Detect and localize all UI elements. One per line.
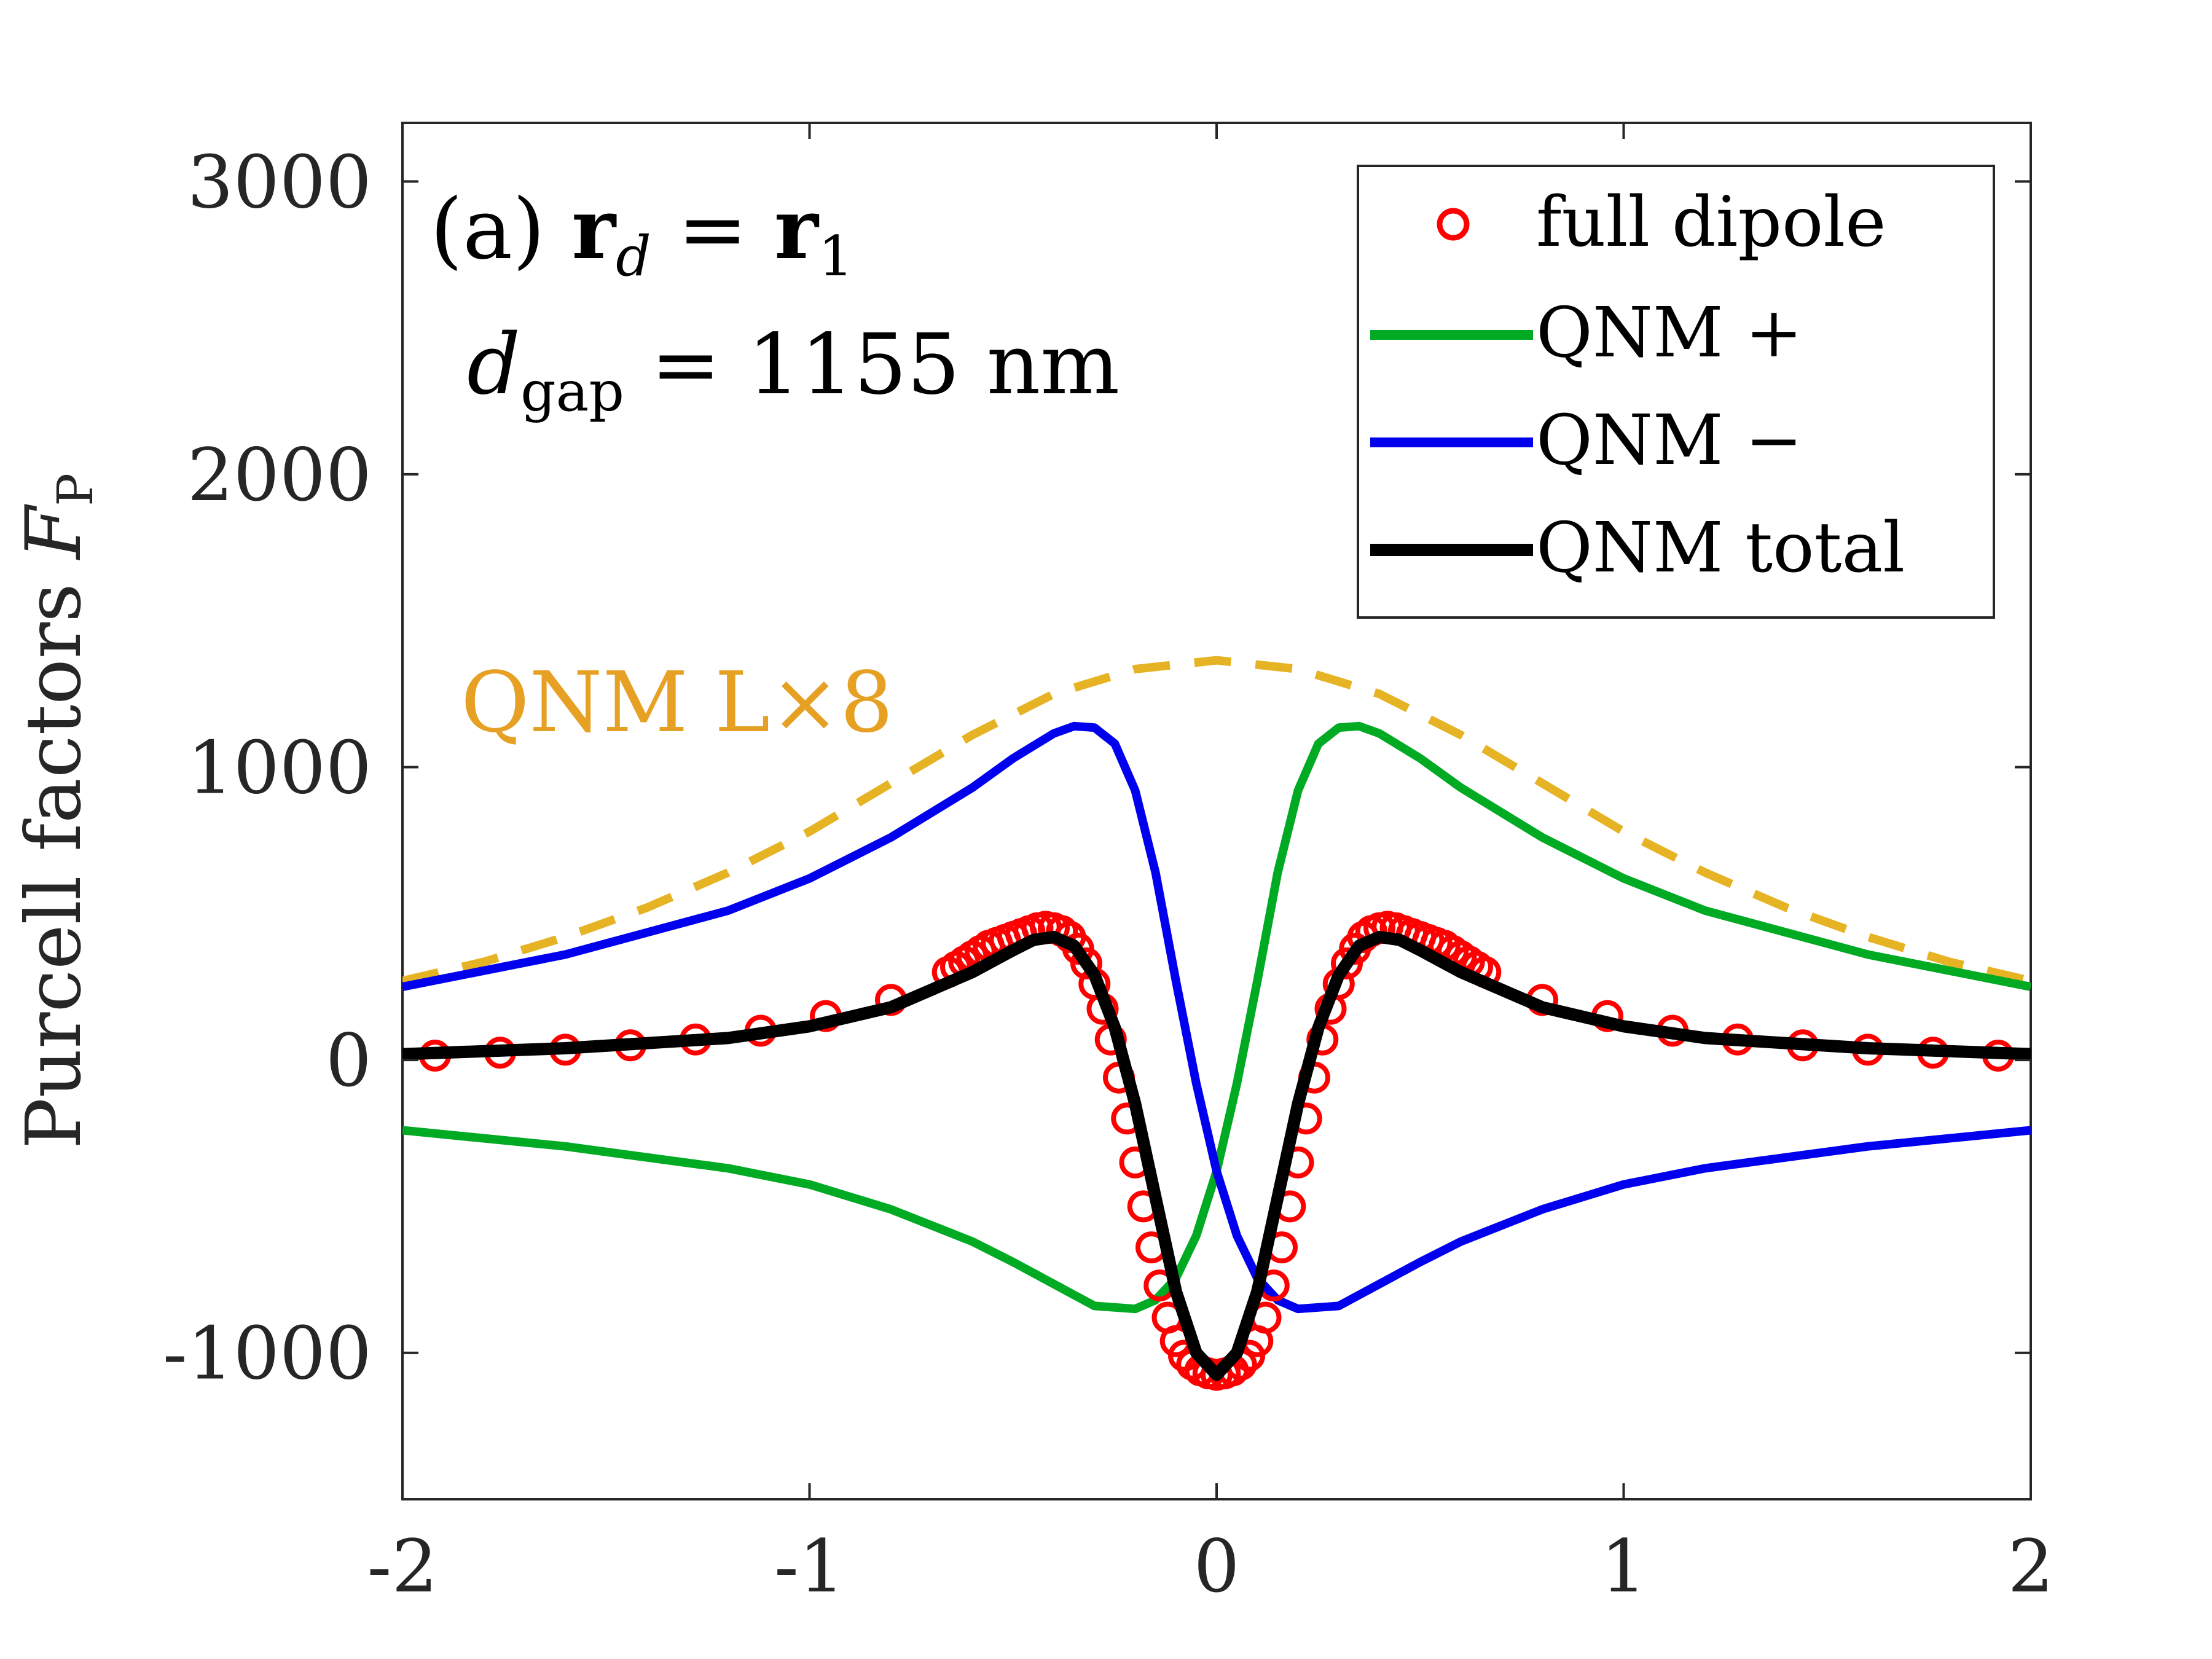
gap-annotation: dgap = 1155 nm <box>467 316 1120 424</box>
series-line-qnm-minus <box>402 721 2031 1314</box>
panel-label: (a) rd = r1 <box>430 180 853 289</box>
y-tick-label: 1000 <box>187 726 372 810</box>
y-tick-label: -1000 <box>163 1311 372 1396</box>
legend: full dipole QNM + QNM − QNM total <box>1357 165 1995 619</box>
series-line-qnm-lx8 <box>402 656 2031 986</box>
series-line-qnm-plus <box>402 721 2031 1314</box>
legend-label-full-dipole: full dipole <box>1536 182 1886 262</box>
legend-label-qnm-plus: QNM + <box>1536 293 1803 373</box>
y-tick-label: 0 <box>326 1018 372 1103</box>
x-tick-label: -2 <box>367 1524 438 1609</box>
x-tick-label: 2 <box>2007 1524 2053 1609</box>
y-tick-label: 3000 <box>187 139 372 224</box>
y-axis-title: Purcell factors FP <box>10 473 104 1149</box>
legend-label-qnm-minus: QNM − <box>1536 401 1803 480</box>
series-layer <box>402 656 2031 1391</box>
x-tick-label: 0 <box>1193 1524 1239 1609</box>
x-tick-label: -1 <box>774 1524 845 1609</box>
legend-box <box>1357 165 1995 619</box>
x-tick-label: 1 <box>1601 1524 1647 1609</box>
legend-label-qnm-total: QNM total <box>1536 508 1905 588</box>
lorentzian-annotation: QNM L×8 <box>461 654 893 751</box>
legend-marker-full-dipole <box>1437 208 1470 241</box>
axis-ticks: -2 -1 0 1 2 -1000 0 1000 2000 3000 <box>163 123 2054 1609</box>
y-tick-label: 2000 <box>187 433 372 517</box>
series-line-qnm-total <box>402 930 2031 1381</box>
full-dipole-point <box>1070 947 1102 979</box>
